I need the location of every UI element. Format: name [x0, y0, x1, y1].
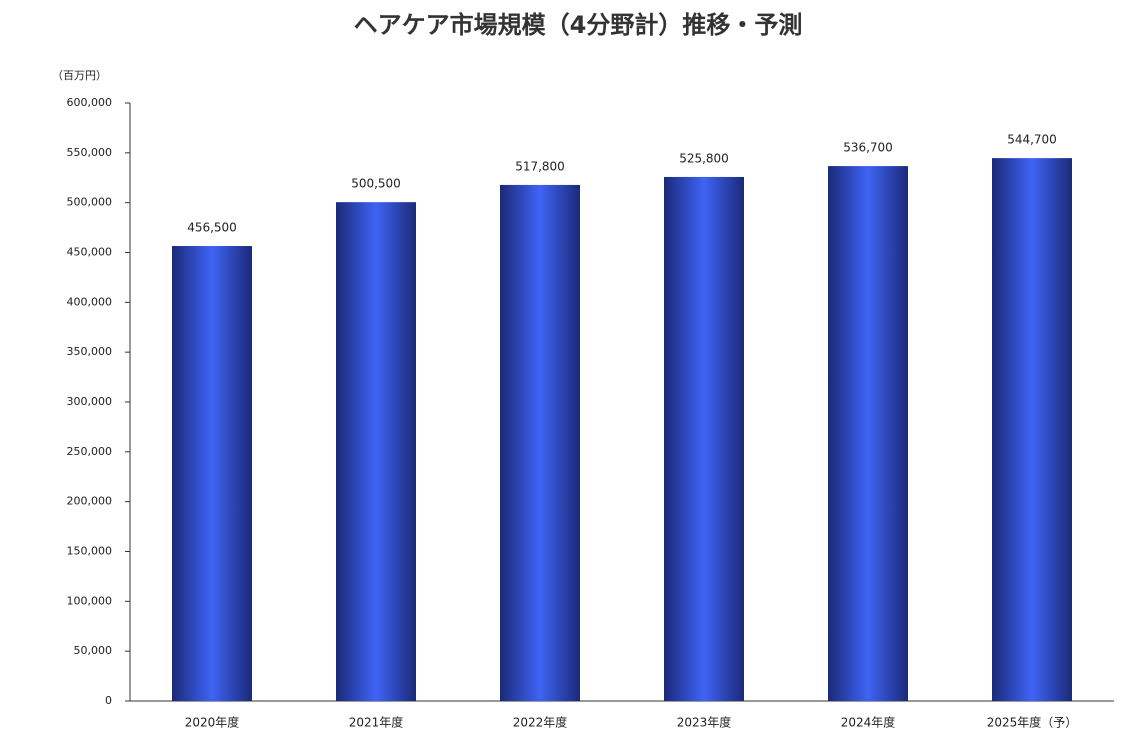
x-tick-label: 2020年度: [185, 715, 240, 730]
y-tick-label: 550,000: [67, 146, 113, 159]
value-label: 536,700: [843, 141, 893, 155]
value-label: 456,500: [187, 221, 237, 235]
bar: [664, 176, 744, 702]
bar: [336, 202, 416, 701]
y-tick-label: 400,000: [67, 295, 113, 308]
y-tick-label: 200,000: [67, 495, 113, 508]
x-tick-label: 2022年度: [513, 715, 568, 730]
bar: [992, 158, 1072, 701]
bar: [828, 166, 908, 702]
x-tick-label: 2024年度: [841, 715, 896, 730]
y-tick-label: 150,000: [67, 545, 113, 558]
chart-title: ヘアケア市場規模（4分野計）推移・予測: [354, 11, 803, 39]
x-tick-label: 2023年度: [677, 715, 732, 730]
bar: [172, 246, 252, 701]
value-label: 517,800: [515, 159, 565, 173]
y-tick-label: 100,000: [67, 594, 113, 607]
y-tick-label: 350,000: [67, 345, 113, 358]
x-tick-label: 2025年度（予）: [987, 715, 1078, 730]
y-tick-label: 500,000: [67, 196, 113, 209]
y-tick-label: 0: [105, 694, 112, 707]
y-tick-label: 250,000: [67, 445, 113, 458]
y-tick-label: 600,000: [67, 96, 113, 109]
bar: [500, 184, 580, 701]
value-label: 544,700: [1007, 133, 1057, 147]
y-unit: （百万円）: [52, 69, 107, 82]
value-label: 525,800: [679, 151, 729, 165]
y-tick-label: 50,000: [74, 644, 113, 657]
y-tick-label: 450,000: [67, 246, 113, 259]
y-tick-label: 300,000: [67, 395, 113, 408]
value-label: 500,500: [351, 177, 401, 191]
x-tick-label: 2021年度: [349, 715, 404, 730]
